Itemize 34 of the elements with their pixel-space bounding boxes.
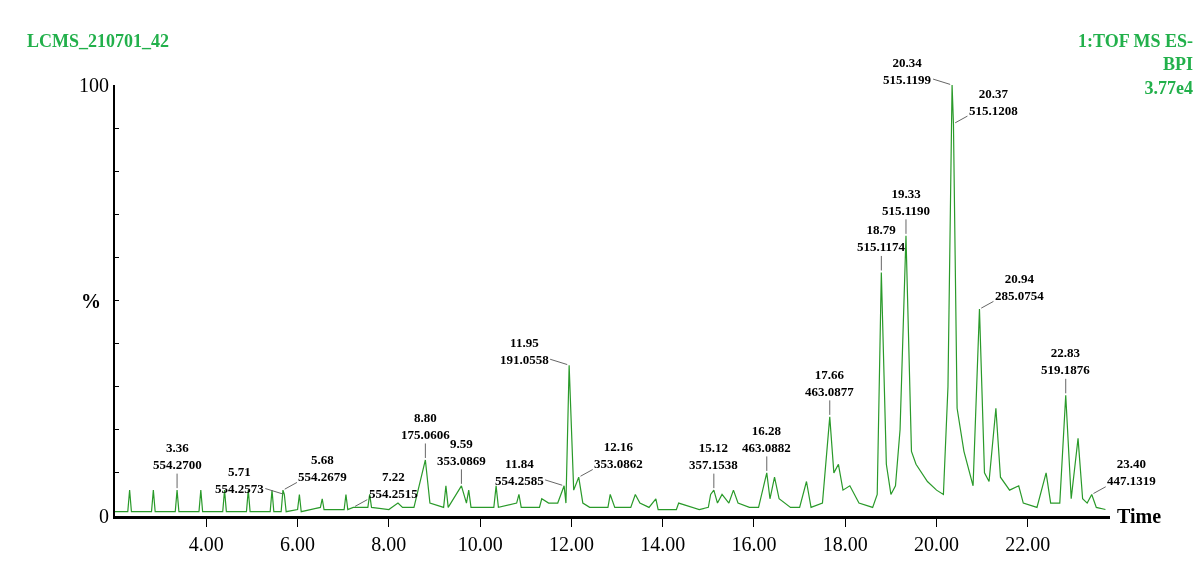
annotation: 19.33 515.1190 <box>882 186 931 218</box>
annotation: 22.83 519.1876 <box>1041 345 1091 377</box>
y-tick-label: 0 <box>99 505 109 527</box>
x-tick-label: 14.00 <box>640 533 686 555</box>
annotation: 20.37 515.1208 <box>969 86 1019 118</box>
annotation: 5.71 554.2573 <box>215 464 265 496</box>
x-tick-label: 16.00 <box>731 533 777 555</box>
y-axis-title: % <box>81 290 101 312</box>
annotation: 11.95 191.0558 <box>500 335 550 367</box>
x-tick-label: 20.00 <box>914 533 960 555</box>
annotation: 3.36 554.2700 <box>153 440 202 472</box>
annotation: 23.40 447.1319 <box>1107 456 1157 488</box>
x-axis-title: Time <box>1117 505 1162 527</box>
annotation: 18.79 515.1174 <box>857 222 906 254</box>
y-tick-label: 100 <box>79 74 109 96</box>
annotation: 20.34 515.1199 <box>883 55 932 87</box>
annotation: 17.66 463.0877 <box>805 367 855 399</box>
x-tick-label: 12.00 <box>548 533 594 555</box>
x-tick-label: 8.00 <box>371 533 407 555</box>
annotation: 7.22 554.2515 <box>369 469 419 501</box>
x-tick-label: 4.00 <box>188 533 224 555</box>
chart-subtitle: 1:TOF MS ES- BPI 3.77e4 <box>1078 31 1194 98</box>
x-tick-label: 6.00 <box>280 533 316 555</box>
x-tick-label: 22.00 <box>1005 533 1051 555</box>
annotation: 12.16 353.0862 <box>594 439 643 471</box>
line-series <box>115 85 1107 513</box>
x-tick-label: 18.00 <box>822 533 868 555</box>
x-tick-label: 10.00 <box>457 533 503 555</box>
annotation: 11.84 554.2585 <box>495 456 545 488</box>
annotation: 5.68 554.2679 <box>298 452 348 484</box>
annotation: 16.28 463.0882 <box>742 423 791 455</box>
annotation: 15.12 357.1538 <box>689 440 739 472</box>
annotation: 20.94 285.0754 <box>995 271 1045 303</box>
chart-title: LCMS_210701_42 <box>27 31 170 51</box>
